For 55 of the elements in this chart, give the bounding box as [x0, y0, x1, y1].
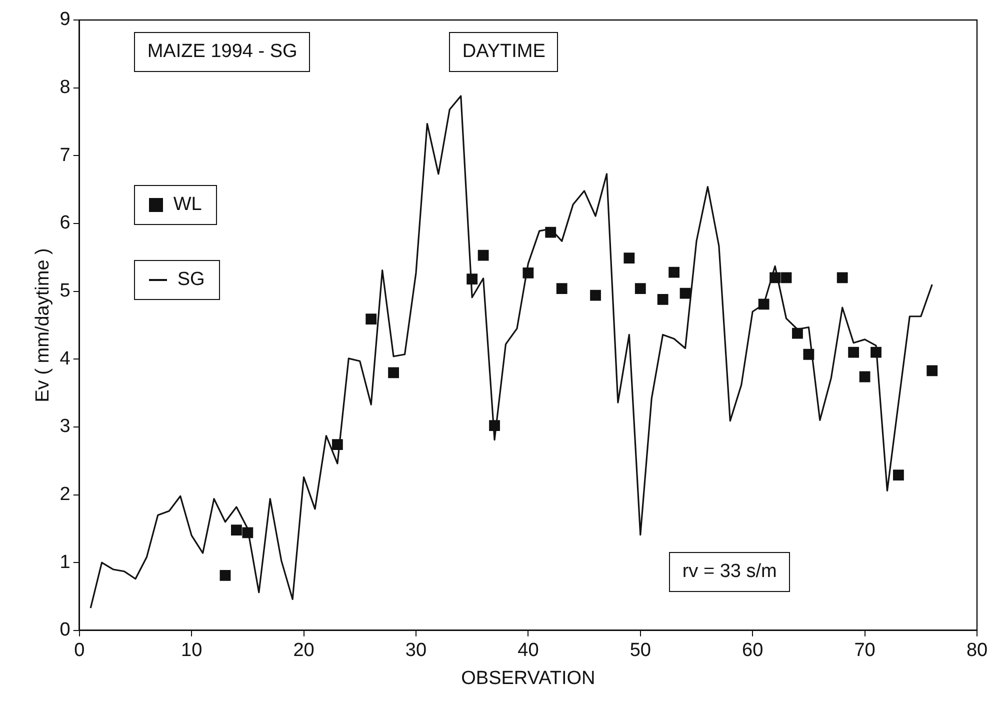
point	[231, 524, 242, 536]
x-tick-label: 60	[742, 640, 764, 662]
y-tick-label: 2	[60, 484, 70, 505]
point	[332, 439, 343, 450]
point	[634, 283, 646, 294]
point	[590, 290, 601, 301]
y-axis-title: Ev ( mm/daytime )	[32, 248, 54, 402]
legend-label: WL	[173, 194, 202, 216]
point	[556, 283, 568, 294]
y-tick-label: 4	[60, 348, 71, 370]
annotation: DAYTIME	[449, 32, 558, 72]
x-tick-label: 50	[630, 640, 651, 662]
point	[836, 272, 848, 284]
point	[657, 294, 668, 305]
point	[770, 272, 780, 284]
x-tick-label: 0	[74, 640, 85, 662]
point	[624, 252, 635, 264]
point	[870, 346, 882, 358]
point	[522, 268, 534, 278]
x-tick-label: 80	[966, 640, 988, 662]
y-tick-label: 7	[60, 144, 70, 166]
point	[668, 266, 680, 278]
x-tick-label: 30	[405, 640, 427, 662]
x-tick-label: 10	[181, 640, 202, 662]
point	[893, 470, 904, 481]
y-tick-label: 3	[60, 416, 70, 438]
y-tick-label: 6	[60, 212, 70, 234]
point	[926, 365, 938, 376]
point	[758, 298, 770, 310]
point	[803, 348, 814, 360]
point	[848, 346, 860, 358]
y-tick-label: 0	[60, 620, 70, 641]
point	[780, 272, 792, 284]
x-tick-label: 70	[854, 640, 876, 662]
x-tick-label: 40	[518, 640, 539, 662]
point	[792, 328, 803, 339]
y-tick-label: 8	[60, 77, 70, 98]
annotation: rv = 33 s/m	[669, 552, 790, 592]
point	[489, 420, 500, 432]
y-tick-label: 1	[60, 552, 70, 573]
point	[478, 250, 489, 261]
point	[859, 371, 870, 382]
point	[545, 226, 556, 238]
y-tick-label: 5	[60, 280, 70, 302]
point	[220, 570, 231, 581]
point	[466, 274, 478, 285]
point	[388, 367, 399, 378]
legend-label: SG	[177, 269, 205, 291]
x-tick-label: 20	[293, 640, 314, 662]
annotation: MAIZE 1994 - SG	[134, 32, 310, 72]
point	[242, 527, 254, 538]
x-axis-title: OBSERVATION	[461, 668, 596, 689]
point	[680, 288, 691, 299]
point	[366, 314, 377, 325]
y-tick-label: 9	[60, 9, 70, 30]
